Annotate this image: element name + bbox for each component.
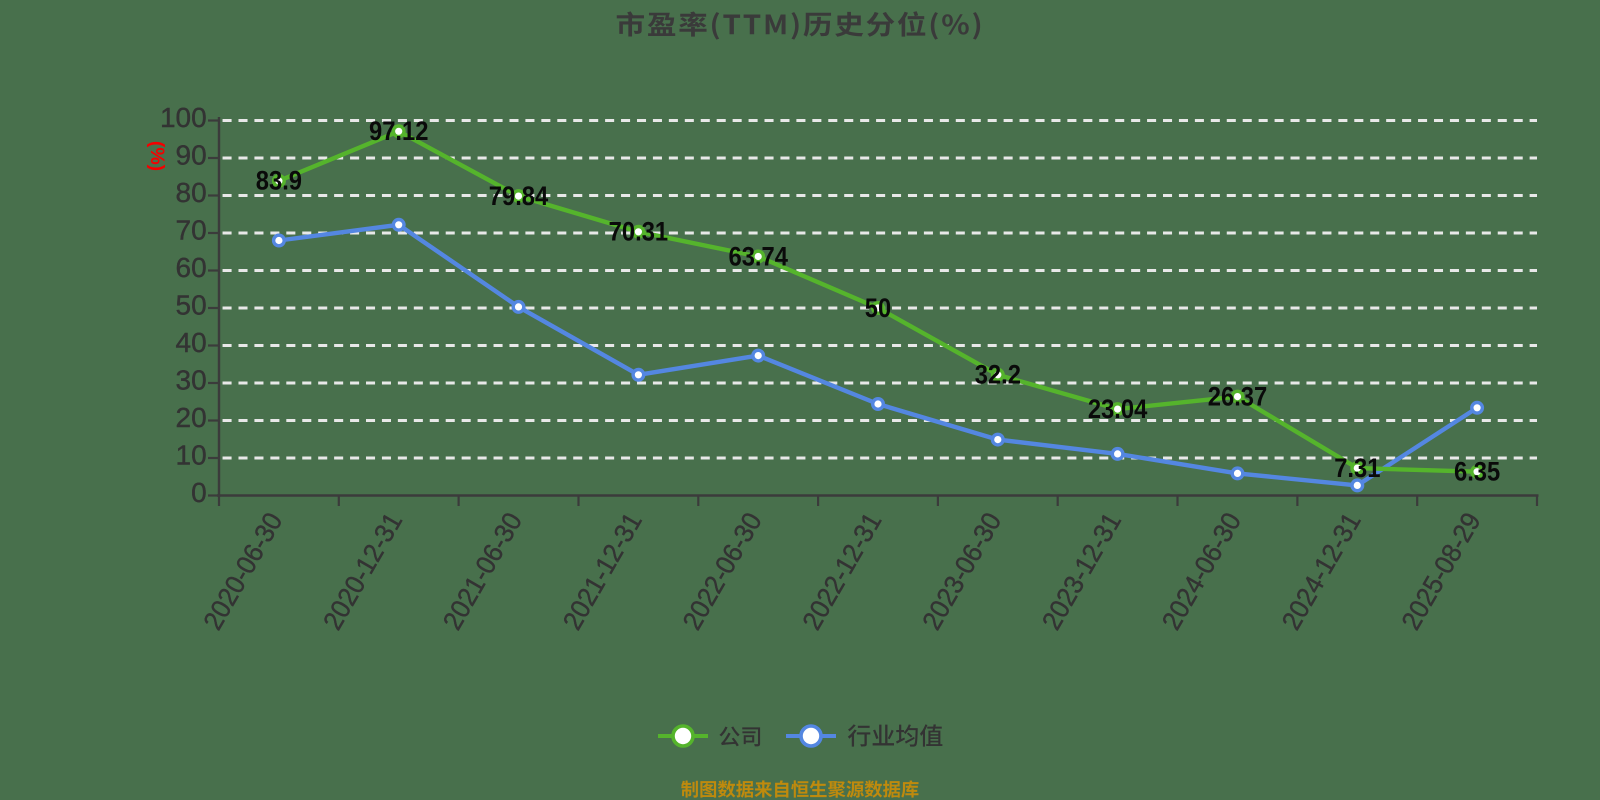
- svg-text:32.2: 32.2: [975, 360, 1021, 390]
- svg-text:79.84: 79.84: [489, 182, 548, 212]
- svg-text:60: 60: [176, 252, 207, 283]
- svg-text:70: 70: [176, 215, 207, 246]
- svg-text:6.35: 6.35: [1454, 457, 1500, 487]
- svg-text:50: 50: [865, 293, 891, 323]
- svg-text:80: 80: [176, 177, 207, 208]
- svg-text:0: 0: [191, 477, 207, 508]
- svg-text:50: 50: [176, 290, 207, 321]
- svg-text:7.31: 7.31: [1334, 454, 1380, 484]
- svg-text:30: 30: [176, 365, 207, 396]
- svg-text:10: 10: [176, 440, 207, 471]
- svg-text:90: 90: [176, 140, 207, 171]
- svg-text:63.74: 63.74: [728, 242, 787, 272]
- svg-text:20: 20: [176, 402, 207, 433]
- svg-text:(%): (%): [146, 141, 168, 171]
- svg-text:40: 40: [176, 327, 207, 358]
- svg-text:97.12: 97.12: [369, 117, 428, 147]
- svg-text:100: 100: [160, 102, 207, 133]
- svg-text:83.9: 83.9: [256, 166, 302, 196]
- svg-text:23.04: 23.04: [1088, 395, 1147, 425]
- svg-text:26.37: 26.37: [1208, 382, 1267, 412]
- svg-text:70.31: 70.31: [609, 217, 668, 247]
